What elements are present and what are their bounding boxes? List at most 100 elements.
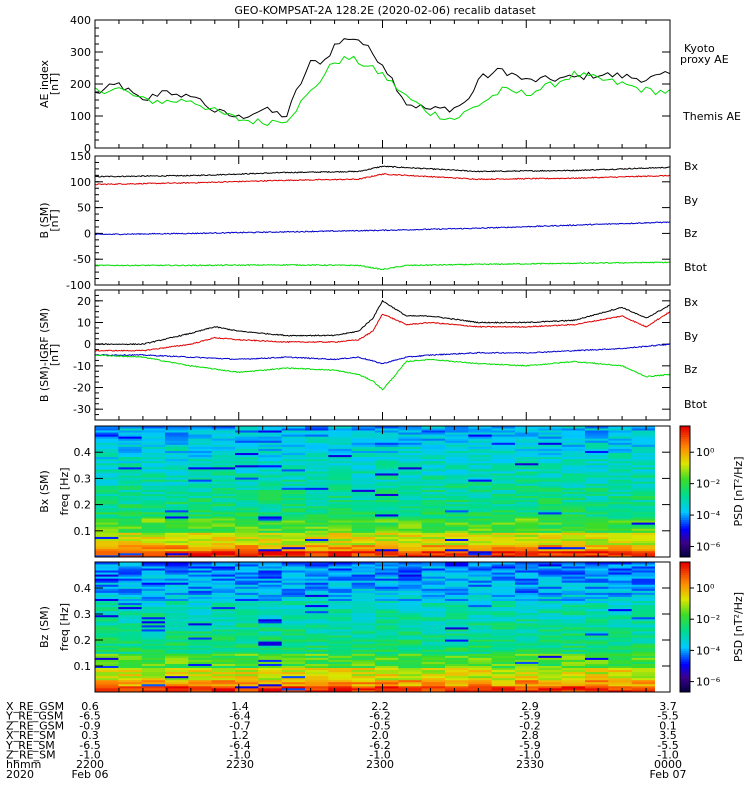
heatmap-cell bbox=[421, 446, 446, 449]
heatmap-cell bbox=[561, 681, 586, 685]
heatmap-cell bbox=[631, 578, 656, 581]
heatmap-cell bbox=[631, 444, 656, 447]
heatmap-cell bbox=[328, 528, 353, 531]
heatmap-cell bbox=[141, 518, 166, 521]
heatmap-cell bbox=[468, 503, 493, 507]
heatmap-cell bbox=[281, 689, 306, 693]
heatmap-cell bbox=[375, 669, 399, 673]
heatmap-cell bbox=[375, 627, 399, 630]
colorbar-swatch bbox=[680, 620, 690, 624]
ephemeris-value: 1.4 bbox=[231, 700, 249, 713]
colorbar-swatch bbox=[680, 659, 690, 663]
heatmap-cell bbox=[631, 534, 656, 537]
heatmap-cell bbox=[608, 520, 633, 523]
heatmap-cell bbox=[561, 651, 586, 654]
heatmap-cell bbox=[421, 428, 446, 431]
heatmap-cell bbox=[375, 655, 399, 658]
heatmap-cell bbox=[328, 576, 353, 579]
heatmap-cell bbox=[538, 584, 563, 587]
heatmap-cell bbox=[258, 635, 283, 638]
heatmap-cell bbox=[375, 683, 399, 687]
heatmap-cell bbox=[328, 491, 353, 494]
heatmap-cell bbox=[491, 600, 516, 604]
heatmap-cell bbox=[631, 649, 656, 652]
heatmap-cell bbox=[211, 432, 236, 435]
heatmap-cell bbox=[585, 471, 609, 474]
panel-bx_spec: 0.10.20.30.4Bx (SM) freq [Hz]10⁰10⁻²10⁻⁴1… bbox=[38, 425, 745, 558]
heatmap-cell bbox=[328, 471, 353, 474]
heatmap-cell bbox=[328, 586, 353, 589]
heatmap-cell bbox=[305, 614, 329, 618]
heatmap-cell bbox=[281, 503, 306, 507]
heatmap-cell bbox=[631, 580, 656, 583]
heatmap-cell bbox=[398, 432, 423, 435]
heatmap-cell bbox=[398, 501, 423, 505]
heatmap-cell bbox=[608, 588, 633, 591]
heatmap-cell bbox=[491, 554, 516, 558]
heatmap-cell bbox=[515, 588, 539, 591]
heatmap-cell bbox=[421, 667, 446, 671]
heatmap-cell bbox=[468, 462, 493, 466]
heatmap-cell bbox=[351, 438, 376, 441]
heatmap-cell bbox=[188, 624, 213, 628]
heatmap-cell bbox=[211, 635, 236, 638]
heatmap-cell bbox=[631, 526, 656, 529]
heatmap-cell bbox=[258, 540, 283, 544]
heatmap-cell bbox=[258, 460, 283, 464]
heatmap-cell bbox=[538, 679, 563, 683]
heatmap-cell bbox=[538, 590, 563, 593]
heatmap-cell bbox=[445, 675, 469, 679]
heatmap-cell bbox=[491, 606, 516, 610]
heatmap-cell bbox=[631, 614, 656, 618]
colorbar-swatch bbox=[680, 683, 690, 686]
heatmap-cell bbox=[538, 524, 563, 527]
heatmap-cell bbox=[608, 444, 633, 447]
heatmap-cell bbox=[515, 689, 539, 693]
y-tick-label: 0.1 bbox=[74, 525, 92, 538]
heatmap-cell bbox=[351, 663, 376, 666]
heatmap-cell bbox=[375, 633, 399, 636]
heatmap-cell bbox=[281, 685, 306, 689]
heatmap-cell bbox=[188, 522, 213, 525]
heatmap-cell bbox=[585, 548, 609, 552]
heatmap-cell bbox=[281, 604, 306, 608]
heatmap-cell bbox=[188, 542, 213, 546]
heatmap-cell bbox=[95, 675, 119, 679]
heatmap-cell bbox=[118, 604, 143, 608]
heatmap-cell bbox=[305, 665, 329, 669]
heatmap-cell bbox=[188, 511, 213, 515]
heatmap-cell bbox=[141, 635, 166, 638]
heatmap-cell bbox=[538, 645, 563, 648]
heatmap-cell bbox=[165, 683, 189, 687]
y-tick-label: 100 bbox=[70, 110, 91, 123]
heatmap-cell bbox=[211, 608, 236, 612]
heatmap-cell bbox=[188, 540, 213, 544]
heatmap-cell bbox=[211, 616, 236, 620]
heatmap-cell bbox=[235, 446, 259, 449]
heatmap-cell bbox=[211, 647, 236, 650]
heatmap-cell bbox=[328, 610, 353, 614]
y-axis-label: [nT] bbox=[48, 209, 61, 231]
legend-entry: By bbox=[684, 194, 699, 207]
heatmap-cell bbox=[631, 586, 656, 589]
heatmap-cell bbox=[118, 550, 143, 554]
heatmap-cell bbox=[515, 532, 539, 535]
heatmap-cell bbox=[515, 665, 539, 669]
heatmap-cell bbox=[631, 624, 656, 628]
heatmap-cell bbox=[491, 608, 516, 612]
heatmap-cell bbox=[281, 448, 306, 451]
heatmap-cell bbox=[211, 643, 236, 646]
heatmap-cell bbox=[375, 687, 399, 691]
heatmap-cell bbox=[608, 622, 633, 626]
heatmap-cell bbox=[165, 438, 189, 441]
heatmap-cell bbox=[188, 685, 213, 689]
heatmap-cell bbox=[561, 635, 586, 638]
heatmap-cell bbox=[631, 647, 656, 650]
heatmap-cell bbox=[95, 653, 119, 656]
heatmap-cell bbox=[491, 481, 516, 484]
colorbar-swatch bbox=[680, 631, 690, 634]
heatmap-cell bbox=[351, 468, 376, 472]
heatmap-cell bbox=[608, 491, 633, 494]
heatmap-cell bbox=[188, 475, 213, 478]
heatmap-cell bbox=[585, 497, 609, 501]
